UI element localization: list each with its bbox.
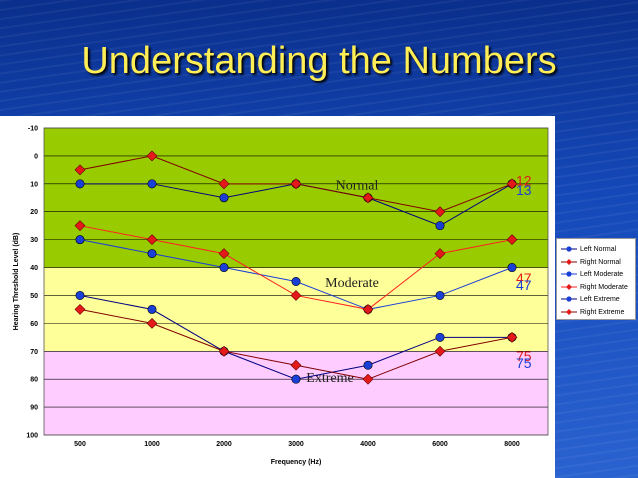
data-point: [75, 235, 85, 245]
data-point: [506, 234, 518, 246]
y-tick-label: 20: [30, 209, 38, 216]
data-point: [291, 277, 301, 287]
data-point: [74, 220, 86, 232]
x-tick-label: 2000: [216, 441, 232, 448]
legend-diamond-swatch: [561, 308, 577, 315]
y-tick-label: 10: [30, 181, 38, 188]
data-point: [218, 178, 230, 190]
data-point: [435, 290, 445, 300]
annotation-label: 75: [516, 355, 532, 371]
data-point: [291, 374, 301, 384]
zone-label-extreme: Extreme: [306, 371, 353, 386]
data-point: [362, 303, 374, 315]
x-tick-label: 500: [74, 441, 86, 448]
x-tick-label: 1000: [144, 441, 160, 448]
zone-label-normal: Normal: [336, 178, 379, 193]
y-tick-label: 50: [30, 293, 38, 300]
x-tick-label: 8000: [504, 441, 520, 448]
x-tick-label: 4000: [360, 441, 376, 448]
data-point: [506, 178, 518, 190]
y-tick-label: -10: [28, 126, 38, 133]
data-point: [290, 290, 302, 301]
data-point: [74, 164, 86, 176]
zone-normal: [44, 128, 548, 268]
data-point: [363, 360, 373, 370]
data-point: [507, 263, 517, 273]
annotation-label: 75: [516, 348, 532, 364]
data-point: [362, 192, 374, 204]
annotation-label: 47: [516, 277, 532, 293]
data-point: [74, 303, 86, 315]
y-tick-label: 70: [30, 349, 38, 356]
data-point: [146, 317, 158, 329]
data-point: [218, 248, 230, 260]
data-point: [219, 263, 229, 273]
legend-circle-swatch: [561, 271, 577, 277]
data-point: [506, 331, 518, 343]
data-point: [75, 179, 85, 189]
chart-legend: Left Normal Right Normal Left Moderate Righ…: [556, 238, 636, 320]
annotation-label: 12: [516, 172, 532, 188]
y-tick-label: 30: [30, 237, 38, 244]
y-tick-label: 90: [30, 405, 38, 412]
legend-diamond-swatch: [561, 283, 577, 290]
legend-label: Left Extreme: [580, 295, 620, 303]
data-point: [218, 345, 230, 357]
legend-item: Right Extreme: [561, 308, 624, 316]
legend-item: Left Normal: [561, 245, 616, 253]
legend-label: Right Moderate: [580, 283, 628, 291]
y-tick-label: 80: [30, 377, 38, 384]
data-point: [434, 345, 446, 357]
legend-circle-swatch: [561, 246, 577, 252]
data-point: [147, 304, 157, 314]
y-tick-label: 60: [30, 321, 38, 328]
data-point: [434, 206, 446, 218]
data-point: [290, 178, 302, 190]
legend-item: Left Moderate: [561, 270, 623, 278]
annotation-label: 13: [516, 182, 532, 198]
data-point: [146, 150, 158, 162]
legend-label: Left Moderate: [580, 270, 624, 278]
data-point: [434, 248, 446, 260]
x-axis-title: Frequency (Hz): [271, 459, 322, 466]
data-point: [362, 373, 374, 385]
annotation-label: 47: [516, 270, 532, 286]
legend-item: Right Normal: [561, 258, 621, 266]
legend-label: Left Normal: [580, 245, 617, 253]
y-tick-label: 0: [34, 153, 38, 160]
data-point: [435, 221, 445, 231]
y-tick-label: 40: [30, 265, 38, 272]
legend-label: Right Extreme: [580, 308, 625, 316]
data-point: [219, 193, 229, 203]
x-tick-label: 3000: [288, 441, 304, 448]
chart-panel: -10 0 10 20 30 40 50 60 70 80 90 100 500 1000 2000 3000…: [0, 116, 555, 478]
hearing-chart: -10 0 10 20 30 40 50 60 70 80 90 100 500 1000 2000 3000…: [13, 126, 549, 466]
data-point: [435, 332, 445, 342]
data-point: [75, 290, 85, 300]
x-tick-label: 6000: [432, 441, 448, 448]
y-axis-title: Hearing Threshold Level (dB): [13, 233, 20, 331]
legend-item: Right Moderate: [561, 283, 628, 291]
y-tick-label: 100: [26, 433, 38, 440]
data-point: [147, 249, 157, 259]
data-point: [147, 179, 157, 189]
zone-label-moderate: Moderate: [325, 276, 379, 291]
legend-circle-swatch: [561, 296, 577, 302]
slide-title: Understanding the Numbers: [81, 40, 557, 82]
legend-item: Left Extreme: [561, 295, 620, 303]
plot-border: [43, 127, 549, 436]
data-point: [146, 234, 158, 246]
legend-diamond-swatch: [561, 258, 577, 265]
legend-label: Right Normal: [580, 258, 621, 266]
data-point: [290, 359, 302, 371]
